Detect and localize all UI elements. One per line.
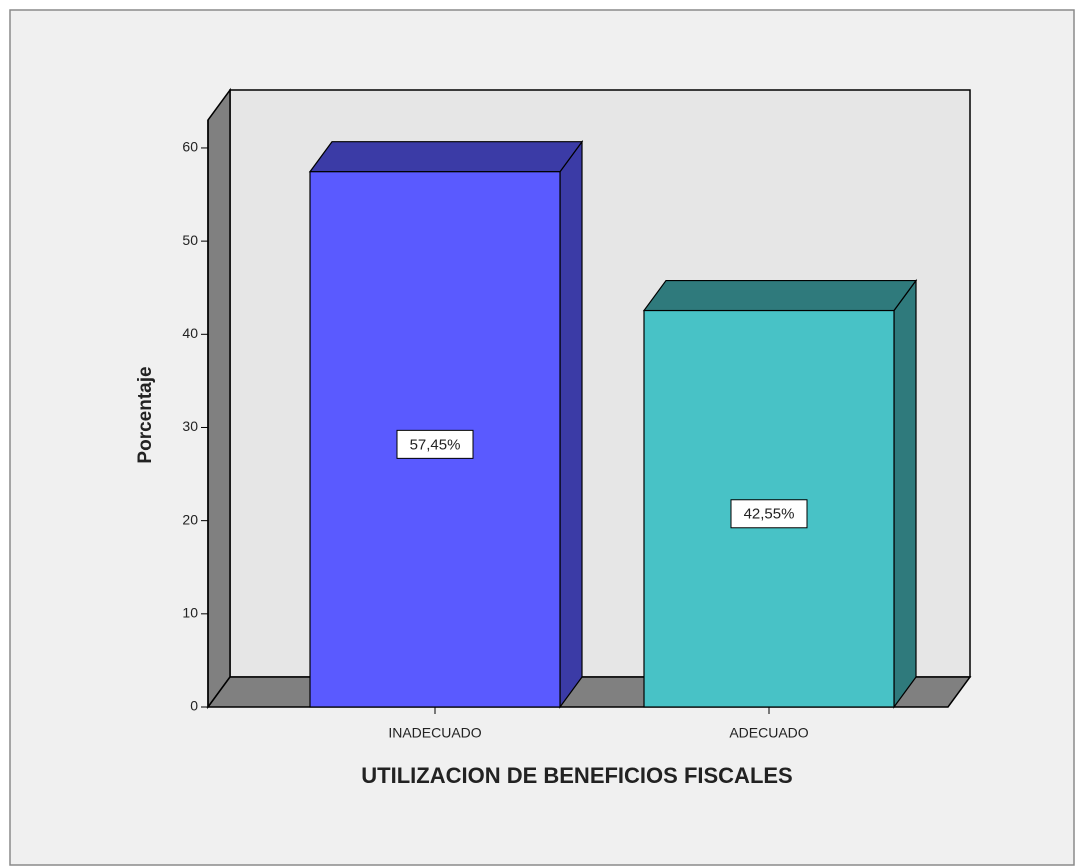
x-axis-title: UTILIZACION DE BENEFICIOS FISCALES [361,763,792,788]
value-label-box [730,499,808,529]
x-tick-label: ADECUADO [729,725,808,741]
y-tick-label: 60 [182,139,198,155]
bar-top [642,279,918,312]
y-tick-label: 40 [182,325,198,341]
side-wall [207,87,231,710]
value-label-box [396,429,474,459]
y-tick-label: 10 [182,605,198,621]
bar-top [308,141,584,173]
y-tick-label: 50 [182,232,198,248]
y-tick-label: 20 [182,511,198,527]
bar-side [893,278,917,709]
y-axis-title: Porcentaje [135,366,156,463]
x-tick-label: INADECUADO [388,725,481,741]
value-label: 42,55% [744,506,795,523]
bar-side [559,139,583,709]
value-label: 57,45% [410,436,461,453]
y-tick-label: 0 [190,698,198,714]
y-tick-label: 30 [182,418,198,434]
